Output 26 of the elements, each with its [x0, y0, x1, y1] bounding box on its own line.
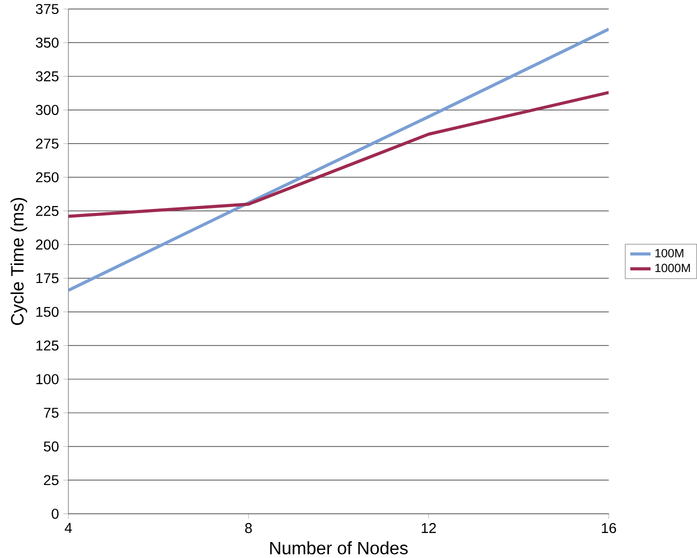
y-tick-label: 250 [36, 172, 59, 182]
y-tick-label: 225 [36, 206, 58, 216]
y-tick-label: 125 [36, 340, 58, 350]
y-axis-title: Cycle Time (ms) [10, 198, 28, 325]
y-tick-label: 25 [44, 474, 58, 486]
x-tick-label: 8 [245, 522, 252, 533]
y-tick-label: 275 [36, 138, 58, 148]
y-tick-label: 0 [52, 508, 59, 519]
legend-label: 100M [655, 248, 684, 258]
line-series [68, 90, 609, 218]
y-tick-label: 50 [44, 441, 59, 452]
legend-label: 1000M [655, 264, 690, 272]
x-tick-label: 16 [602, 522, 616, 533]
y-tick-label: 350 [36, 37, 59, 48]
y-tick-label: 300 [36, 104, 59, 115]
y-tick-label: 200 [36, 239, 59, 250]
line-series [68, 27, 609, 292]
y-tick-label: 150 [36, 306, 59, 317]
x-tick-label: 12 [422, 522, 436, 533]
y-tick-label: 175 [36, 273, 58, 284]
y-tick-label: 375 [36, 4, 58, 14]
y-tick-label: 325 [36, 71, 58, 82]
y-tick-label: 100 [36, 374, 59, 384]
x-axis-title: Number of Nodes [270, 541, 408, 554]
y-tick-label: 75 [44, 408, 58, 418]
x-tick-label: 4 [64, 522, 72, 533]
